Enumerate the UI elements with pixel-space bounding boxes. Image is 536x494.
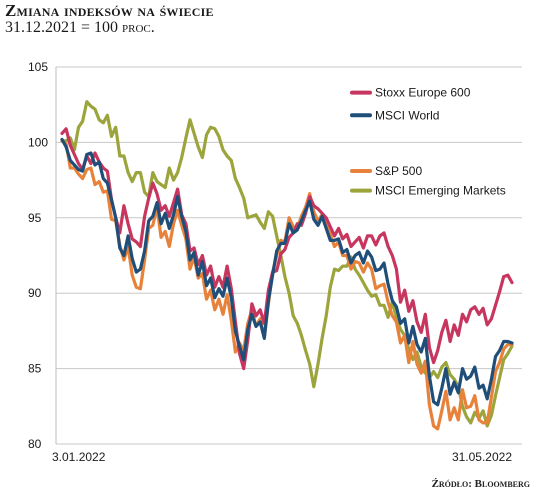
y-tick-label: 90 (28, 286, 42, 300)
y-tick-label: 100 (28, 135, 48, 149)
y-tick-label: 105 (28, 60, 48, 74)
legend-label: S&P 500 (375, 164, 422, 178)
series-layer (60, 100, 514, 431)
x-axis-ticks: 3.01.2022 31.05.2022 (52, 450, 512, 464)
series-line-msci-world (60, 137, 514, 407)
y-axis-ticks: 80 85 90 95 100 105 (28, 60, 48, 451)
legend: Stoxx Europe 600 MSCI World S&P 500 MSCI Em… (350, 86, 506, 198)
source-note: Źródło: Bloomberg (431, 478, 530, 490)
chart-title: Zmiana indeksów na świecie (5, 1, 214, 20)
y-tick-label: 85 (28, 362, 42, 376)
y-tick-label: 95 (28, 211, 42, 225)
x-tick-label: 31.05.2022 (452, 450, 512, 464)
legend-label: Stoxx Europe 600 (375, 86, 471, 100)
x-tick-label: 3.01.2022 (52, 450, 106, 464)
y-tick-label: 80 (28, 437, 42, 451)
legend-label: MSCI Emerging Markets (375, 184, 506, 198)
legend-label: MSCI World (375, 108, 439, 122)
chart-subtitle: 31.12.2021 = 100 proc. (5, 19, 155, 36)
series-line-msci-emerging-markets (60, 100, 514, 428)
series-line-stoxx-europe-600 (60, 127, 514, 371)
